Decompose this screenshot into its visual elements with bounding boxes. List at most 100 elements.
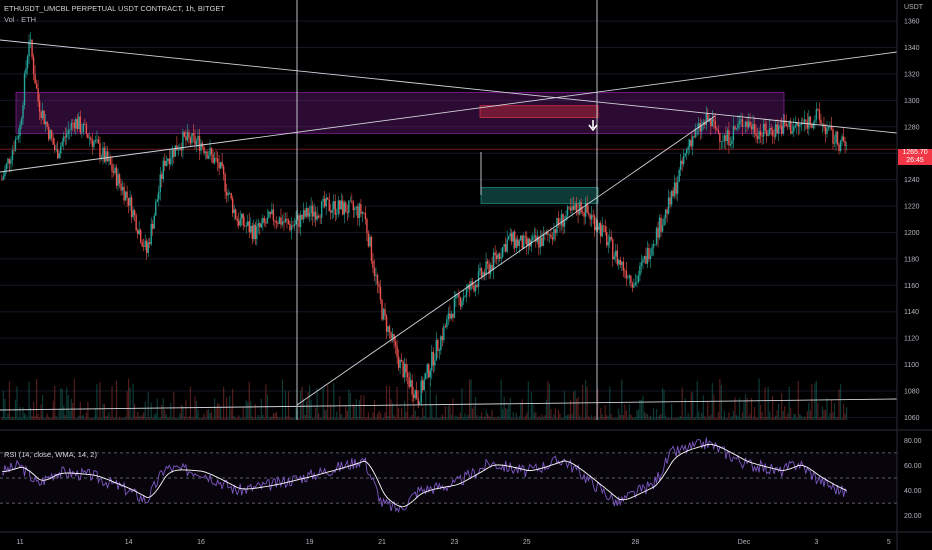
- candle-body: [117, 174, 119, 186]
- volume-bar: [376, 413, 379, 420]
- volume-bar: [352, 403, 354, 420]
- volume-bar: [493, 417, 495, 420]
- volume-bar: [144, 401, 146, 420]
- volume-bar: [48, 416, 50, 420]
- candle-body: [753, 123, 756, 134]
- candle-body: [458, 293, 460, 298]
- candle-body: [391, 333, 394, 339]
- volume-bar: [158, 417, 160, 420]
- volume-bar: [687, 413, 689, 420]
- candle-body: [435, 339, 437, 361]
- volume-bar: [328, 417, 330, 420]
- volume-bar: [639, 399, 641, 420]
- volume-bar: [226, 397, 228, 420]
- volume-bar: [494, 417, 496, 420]
- candle-body: [231, 198, 234, 214]
- rsi-tick-label: 40.00: [904, 488, 922, 495]
- volume-bar: [580, 417, 582, 420]
- volume-bar: [337, 417, 339, 420]
- volume-bar: [25, 414, 27, 420]
- trendline-rising: [296, 115, 716, 406]
- volume-bar: [533, 412, 535, 420]
- volume-bar: [414, 410, 416, 420]
- candle-body: [158, 191, 160, 200]
- candle-body: [323, 198, 326, 207]
- volume-bar: [428, 417, 430, 420]
- candle-body: [764, 123, 766, 131]
- volume-bar: [278, 417, 281, 420]
- volume-bar: [542, 416, 544, 420]
- volume-bar: [269, 417, 271, 420]
- candle-body: [61, 141, 63, 147]
- candle-body: [124, 191, 127, 201]
- volume-bar: [209, 412, 211, 420]
- volume-bar: [486, 413, 489, 420]
- candle-body: [592, 215, 594, 217]
- candle-body: [222, 166, 225, 175]
- volume-bar: [396, 386, 398, 420]
- candle-body: [533, 235, 536, 237]
- candle-body: [212, 154, 214, 164]
- candle-body: [586, 203, 588, 213]
- candle-body: [194, 135, 196, 145]
- volume-bar: [752, 417, 754, 420]
- volume-bar: [568, 414, 570, 420]
- candle-body: [183, 131, 186, 137]
- candle-body: [675, 182, 677, 194]
- volume-bar: [343, 417, 345, 420]
- volume-bar: [185, 399, 187, 420]
- price-tick-label: 1340: [904, 45, 920, 52]
- candle-body: [245, 225, 247, 227]
- candle-body: [123, 186, 125, 201]
- volume-bar: [132, 383, 134, 420]
- candle-body: [155, 201, 157, 216]
- volume-bar: [19, 406, 21, 420]
- volume-bar: [450, 414, 452, 420]
- volume-bar: [661, 388, 664, 420]
- volume-bar: [689, 417, 691, 420]
- volume-bar: [115, 380, 118, 420]
- volume-bar: [245, 400, 247, 420]
- volume-bar: [150, 402, 152, 420]
- candle-body: [699, 123, 701, 132]
- time-tick-label: 23: [451, 539, 459, 546]
- volume-bar: [664, 415, 667, 420]
- candle-body: [55, 149, 57, 150]
- candle-body: [238, 221, 240, 226]
- candle-body: [129, 197, 131, 206]
- volume-bar: [55, 416, 57, 420]
- volume-bar: [781, 393, 783, 420]
- candle-body: [601, 225, 603, 237]
- volume-bar: [378, 410, 380, 420]
- volume-bar: [732, 411, 735, 420]
- volume-bar: [312, 417, 314, 420]
- candle-body: [649, 255, 652, 260]
- volume-bar: [701, 413, 703, 420]
- candle-body: [621, 261, 623, 265]
- volume-bar: [612, 417, 614, 420]
- candle-body: [514, 231, 516, 248]
- volume-bar: [458, 416, 460, 420]
- candle-body: [627, 277, 629, 279]
- volume-bar: [354, 406, 356, 420]
- candle-body: [381, 299, 383, 320]
- volume-bar: [585, 379, 587, 420]
- volume-bar: [755, 417, 757, 420]
- price-tick-label: 1100: [904, 362, 919, 369]
- candle-body: [676, 181, 679, 194]
- volume-bar: [221, 417, 223, 420]
- candle-body: [842, 136, 845, 142]
- candle-body: [304, 210, 306, 217]
- volume-bar: [604, 405, 606, 420]
- candle-body: [126, 191, 128, 198]
- volume-bar: [575, 398, 578, 420]
- candle-body: [367, 233, 370, 247]
- candle-body: [779, 125, 781, 127]
- volume-bar: [479, 416, 481, 420]
- candle-body: [339, 200, 341, 210]
- volume-bar: [8, 381, 11, 420]
- volume-bar: [471, 408, 474, 420]
- candle-body: [826, 128, 828, 134]
- volume-bar: [422, 407, 424, 420]
